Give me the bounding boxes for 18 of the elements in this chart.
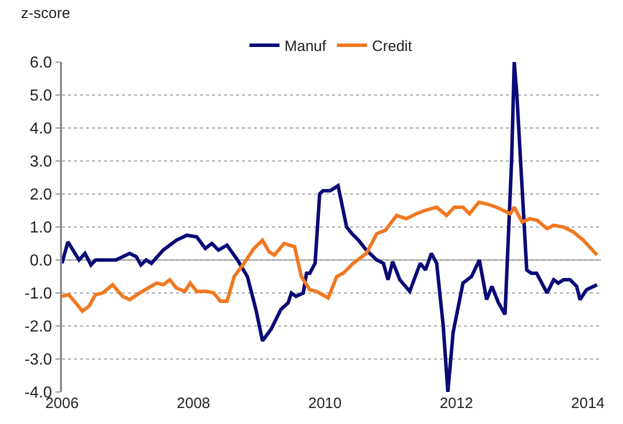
legend-label: Credit — [372, 38, 413, 56]
y-tick-label: 3.0 — [30, 154, 52, 171]
y-tick-label: 1.0 — [30, 220, 52, 237]
y-tick-label: 2.0 — [30, 186, 52, 204]
y-axis-title: z-score — [21, 5, 70, 22]
x-tick-label: 2014 — [571, 395, 605, 412]
line-series — [62, 200, 599, 313]
y-tick-label: -2.0 — [24, 318, 52, 336]
x-tick-label: 2008 — [176, 395, 210, 412]
y-tick-label: 4.0 — [30, 120, 52, 138]
y-tick-label: 0.0 — [30, 252, 52, 270]
y-tick-label: 6.0 — [30, 54, 52, 72]
y-tick-label: -1.0 — [24, 286, 52, 303]
x-tick-label: 2012 — [440, 395, 474, 412]
legend-label: Manuf — [284, 38, 328, 56]
y-tick-label: 5.0 — [30, 88, 52, 105]
x-tick-label: 2010 — [308, 395, 342, 412]
y-tick-label: -3.0 — [24, 352, 52, 369]
